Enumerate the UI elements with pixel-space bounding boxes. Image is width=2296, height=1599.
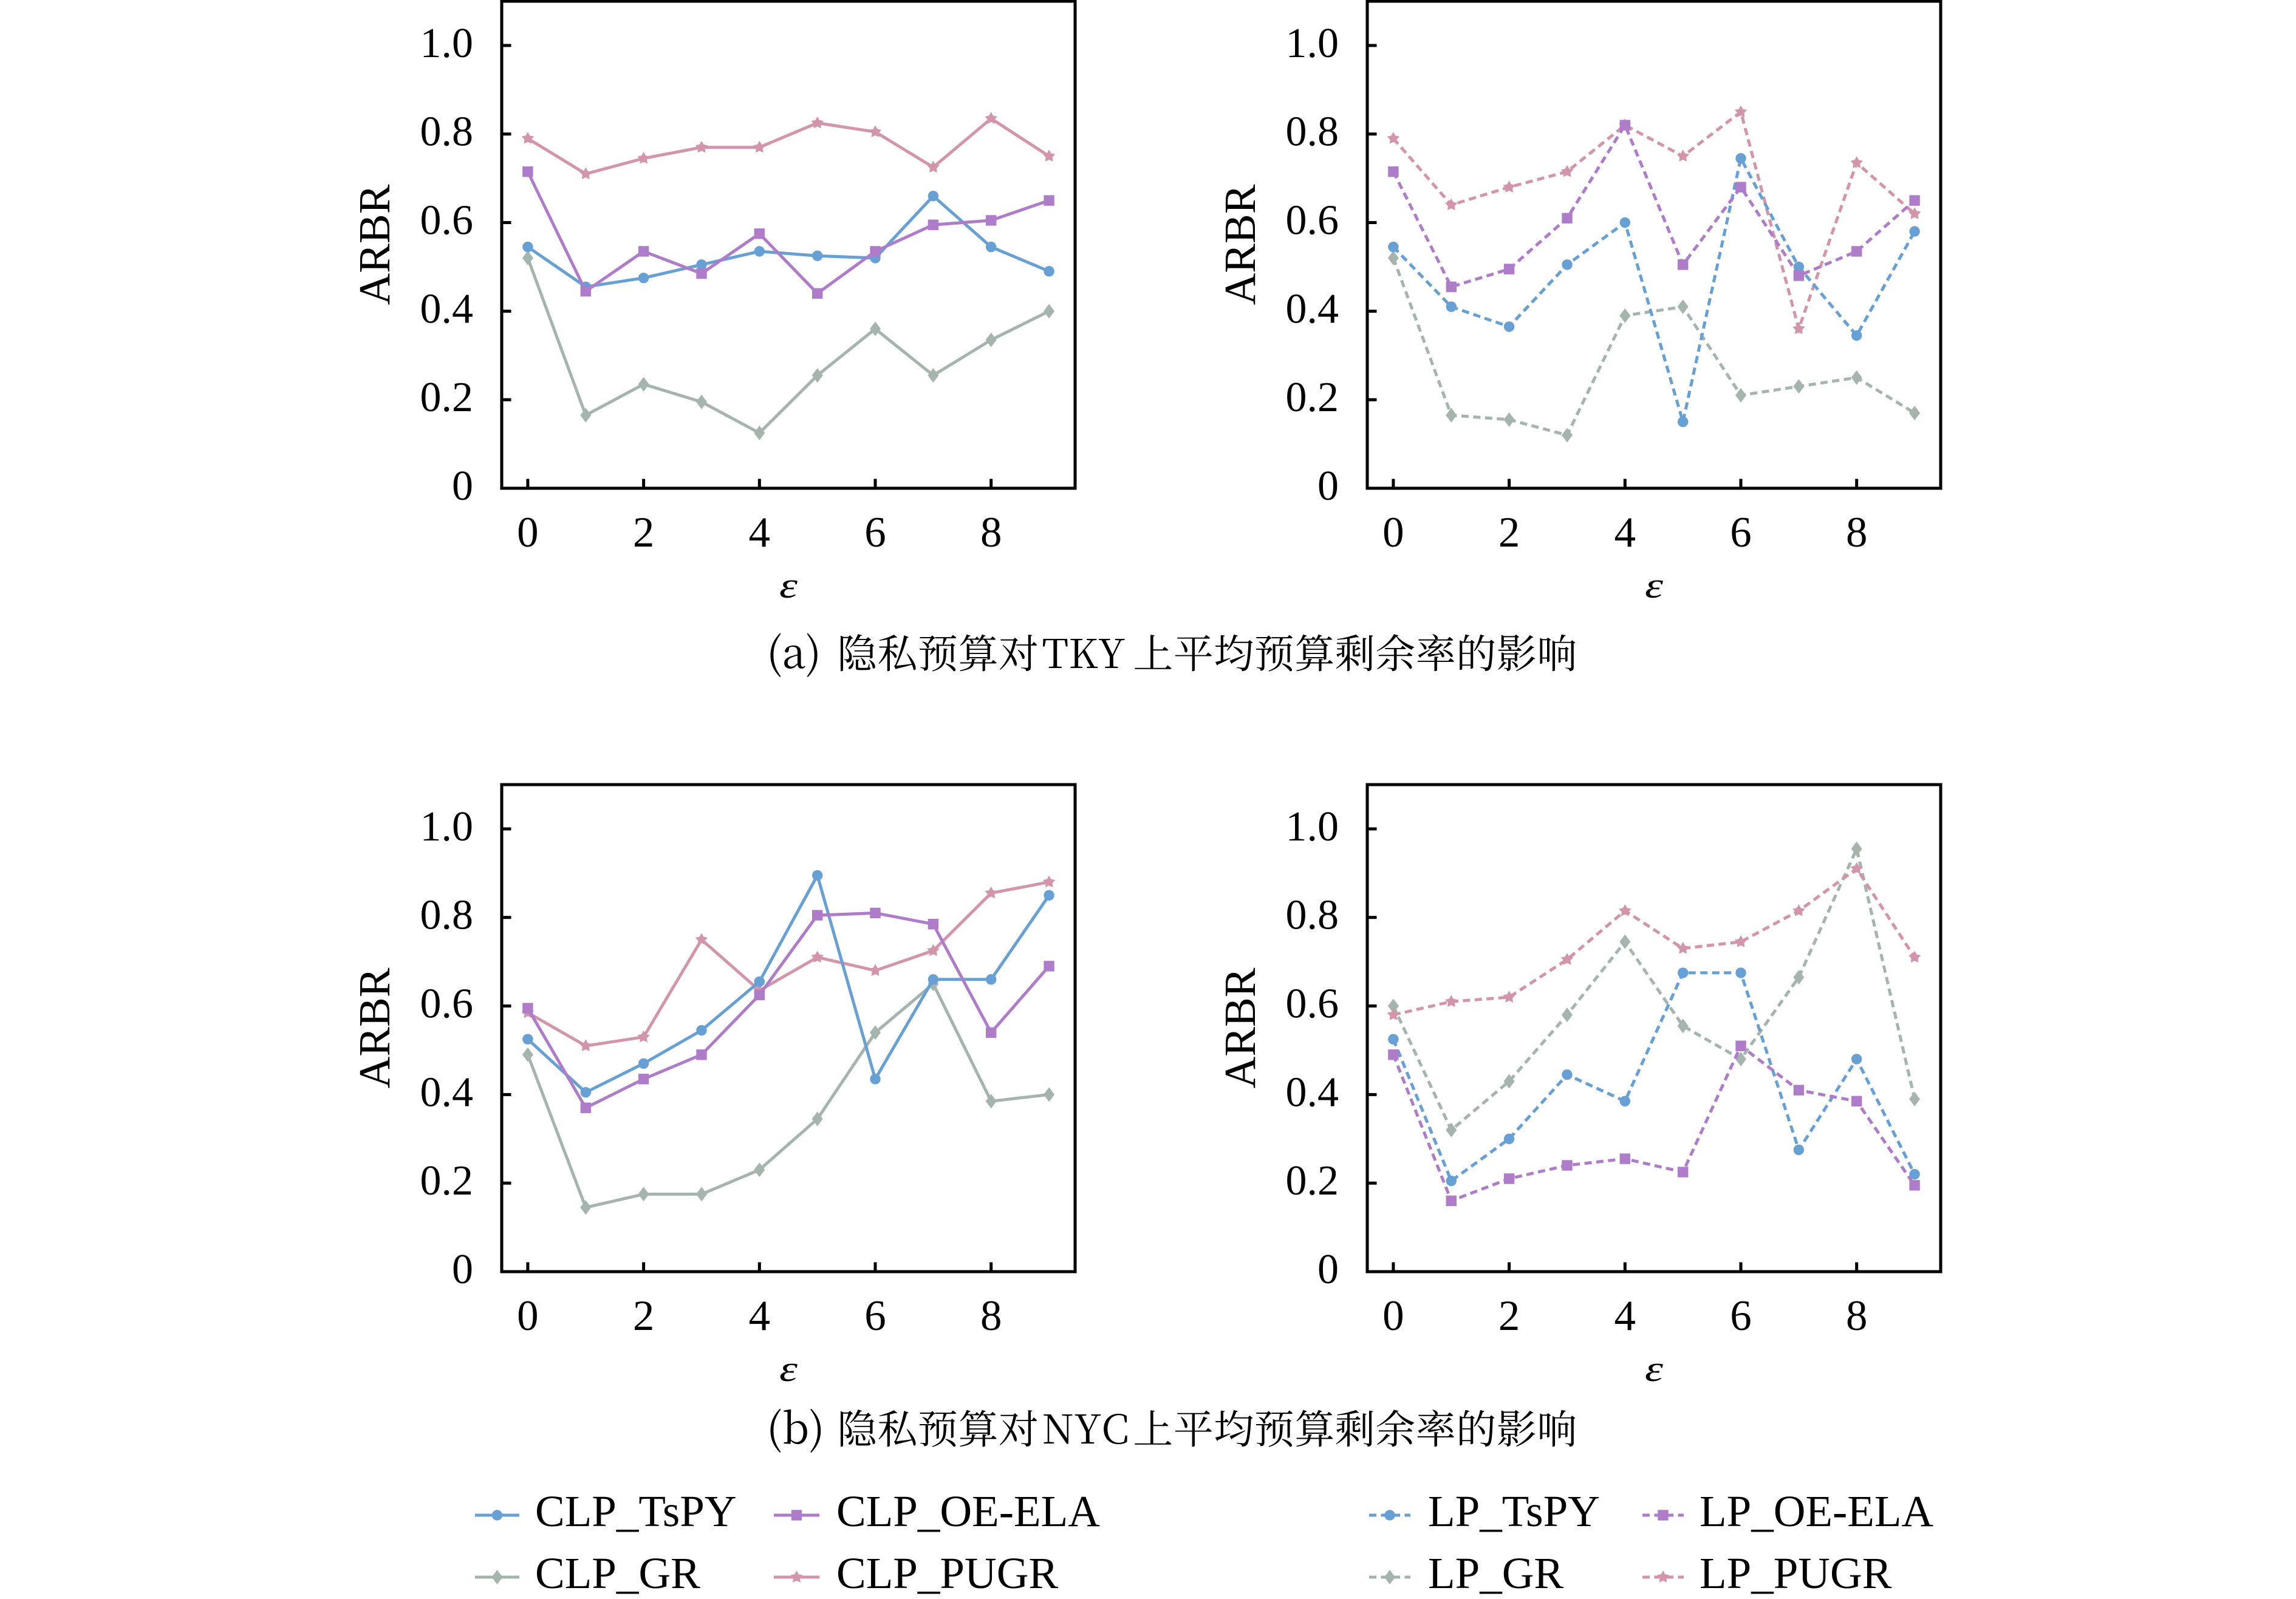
svg-text:0.2: 0.2 xyxy=(420,374,474,421)
svg-text:0: 0 xyxy=(452,1246,473,1293)
svg-text:CLP_OE-ELA: CLP_OE-ELA xyxy=(836,1487,1100,1536)
svg-text:4: 4 xyxy=(1614,509,1636,556)
svg-text:ε: ε xyxy=(779,1349,798,1389)
svg-text:0.6: 0.6 xyxy=(1286,981,1339,1028)
svg-text:6: 6 xyxy=(864,1292,886,1340)
svg-text:LP_OE-ELA: LP_OE-ELA xyxy=(1700,1487,1933,1536)
svg-text:1.0: 1.0 xyxy=(1286,20,1339,67)
svg-text:0.4: 0.4 xyxy=(1286,1069,1339,1116)
svg-text:ARBR: ARBR xyxy=(1215,967,1265,1088)
svg-text:8: 8 xyxy=(980,509,1002,556)
svg-text:ε: ε xyxy=(1645,565,1663,605)
svg-text:ε: ε xyxy=(1645,1349,1663,1389)
svg-text:0: 0 xyxy=(517,1292,539,1340)
svg-text:ARBR: ARBR xyxy=(350,967,399,1088)
svg-text:CLP_PUGR: CLP_PUGR xyxy=(836,1549,1058,1598)
svg-text:LP_TsPY: LP_TsPY xyxy=(1428,1487,1600,1536)
svg-text:6: 6 xyxy=(1730,1292,1752,1340)
svg-text:0: 0 xyxy=(1317,1246,1339,1293)
svg-text:0.2: 0.2 xyxy=(1286,374,1339,421)
svg-text:CLP_TsPY: CLP_TsPY xyxy=(535,1487,737,1536)
svg-text:LP_GR: LP_GR xyxy=(1428,1549,1563,1598)
svg-text:0: 0 xyxy=(452,463,473,510)
svg-text:0: 0 xyxy=(1382,509,1404,556)
svg-text:2: 2 xyxy=(633,509,655,556)
svg-text:2: 2 xyxy=(1498,1292,1520,1340)
svg-text:4: 4 xyxy=(1614,1292,1636,1340)
svg-text:0.4: 0.4 xyxy=(1286,285,1339,332)
svg-text:CLP_GR: CLP_GR xyxy=(535,1549,700,1598)
svg-text:2: 2 xyxy=(1498,509,1520,556)
svg-text:0.4: 0.4 xyxy=(420,285,474,332)
svg-text:0.8: 0.8 xyxy=(1286,109,1339,155)
svg-text:6: 6 xyxy=(864,509,886,556)
svg-text:ε: ε xyxy=(779,565,798,605)
svg-text:0.2: 0.2 xyxy=(1286,1157,1339,1204)
svg-text:0: 0 xyxy=(1382,1292,1404,1340)
svg-text:1.0: 1.0 xyxy=(420,20,474,67)
svg-text:0.6: 0.6 xyxy=(1286,197,1339,244)
svg-text:4: 4 xyxy=(749,509,771,556)
svg-text:0.6: 0.6 xyxy=(420,981,474,1028)
svg-text:8: 8 xyxy=(980,1292,1002,1340)
svg-text:ARBR: ARBR xyxy=(1215,184,1265,305)
svg-text:8: 8 xyxy=(1846,509,1868,556)
svg-text:0: 0 xyxy=(517,509,539,556)
svg-text:1.0: 1.0 xyxy=(420,803,474,850)
svg-text:0.2: 0.2 xyxy=(420,1157,474,1204)
svg-text:LP_PUGR: LP_PUGR xyxy=(1700,1549,1892,1598)
svg-text:6: 6 xyxy=(1730,509,1752,556)
svg-text:0: 0 xyxy=(1317,463,1339,510)
svg-text:4: 4 xyxy=(749,1292,771,1340)
svg-text:0.8: 0.8 xyxy=(1286,892,1339,939)
svg-text:0.8: 0.8 xyxy=(420,109,474,155)
svg-text:0.8: 0.8 xyxy=(420,892,474,939)
svg-text:0.4: 0.4 xyxy=(420,1069,474,1116)
svg-text:ARBR: ARBR xyxy=(350,184,399,305)
svg-text:0.6: 0.6 xyxy=(420,197,474,244)
svg-text:1.0: 1.0 xyxy=(1286,803,1339,850)
svg-text:8: 8 xyxy=(1846,1292,1868,1340)
svg-text:2: 2 xyxy=(633,1292,655,1340)
